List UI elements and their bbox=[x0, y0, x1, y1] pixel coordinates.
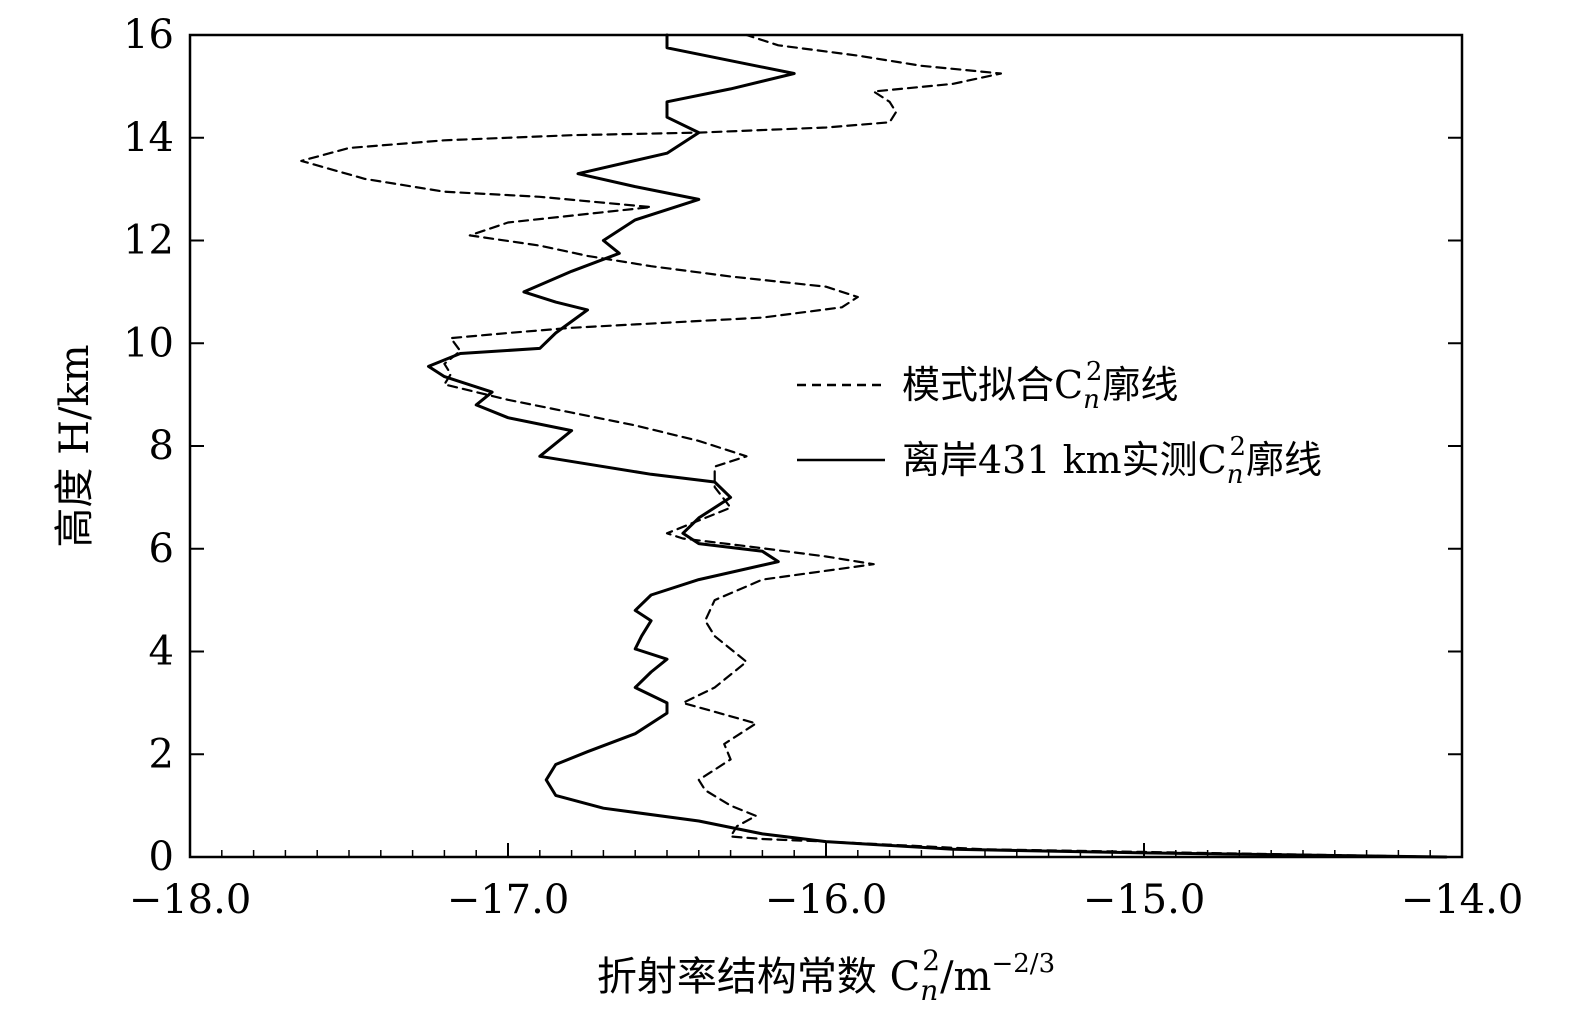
y-tick-label: 4 bbox=[149, 629, 174, 675]
legend-label-measured: 离岸431 km实测Cn2廓线 bbox=[902, 432, 1322, 490]
x-tick-label: −16.0 bbox=[765, 877, 888, 923]
y-tick-label: 0 bbox=[149, 834, 174, 880]
y-tick-label: 14 bbox=[123, 115, 174, 161]
series-layer bbox=[300, 33, 1448, 859]
y-tick-label: 10 bbox=[123, 320, 174, 366]
x-tick-label: −18.0 bbox=[129, 877, 252, 923]
x-axis-title-main: 折射率结构常数 C bbox=[597, 954, 920, 1000]
ticks-layer bbox=[189, 34, 1463, 858]
x-axis-title-unit: /m bbox=[940, 954, 991, 1000]
x-axis-title: 折射率结构常数 Cn2/m−2/3 bbox=[597, 944, 1055, 1007]
y-axis-title: 高度 H/km bbox=[52, 344, 98, 547]
series-line-model bbox=[300, 33, 1448, 859]
x-axis-title-sub: n bbox=[920, 974, 938, 1007]
y-tick-label: 16 bbox=[123, 12, 174, 58]
tick-labels-layer: −18.0 −17.0 −16.0 −15.0 −14.0 0 2 4 6 8 10 12 14 16 bbox=[123, 12, 1523, 923]
x-tick-label: −17.0 bbox=[447, 877, 570, 923]
legend-label-measured-sup: 2 bbox=[1230, 432, 1247, 462]
legend-label-measured-sub: n bbox=[1227, 460, 1244, 490]
legend-label-model-main: 模式拟合C bbox=[902, 363, 1083, 407]
y-tick-label: 8 bbox=[149, 423, 174, 469]
legend-label-model-sup: 2 bbox=[1086, 357, 1103, 387]
series-line-measured bbox=[427, 33, 1448, 859]
legend: 模式拟合Cn2廓线 离岸431 km实测Cn2廓线 bbox=[797, 357, 1322, 490]
legend-label-model-tail: 廓线 bbox=[1102, 363, 1178, 407]
y-tick-label: 2 bbox=[149, 731, 174, 777]
legend-label-model-sub: n bbox=[1083, 385, 1100, 415]
legend-label-model: 模式拟合Cn2廓线 bbox=[902, 357, 1178, 415]
x-tick-label: −15.0 bbox=[1083, 877, 1206, 923]
x-axis-title-unit-sup: −2/3 bbox=[991, 949, 1055, 979]
y-tick-label: 6 bbox=[149, 526, 174, 572]
x-tick-label: −14.0 bbox=[1401, 877, 1524, 923]
y-tick-label: 12 bbox=[123, 218, 174, 264]
x-axis-title-sup: 2 bbox=[922, 944, 940, 977]
legend-label-measured-tail: 廓线 bbox=[1246, 438, 1322, 482]
legend-label-measured-main: 离岸431 km实测C bbox=[902, 438, 1227, 482]
